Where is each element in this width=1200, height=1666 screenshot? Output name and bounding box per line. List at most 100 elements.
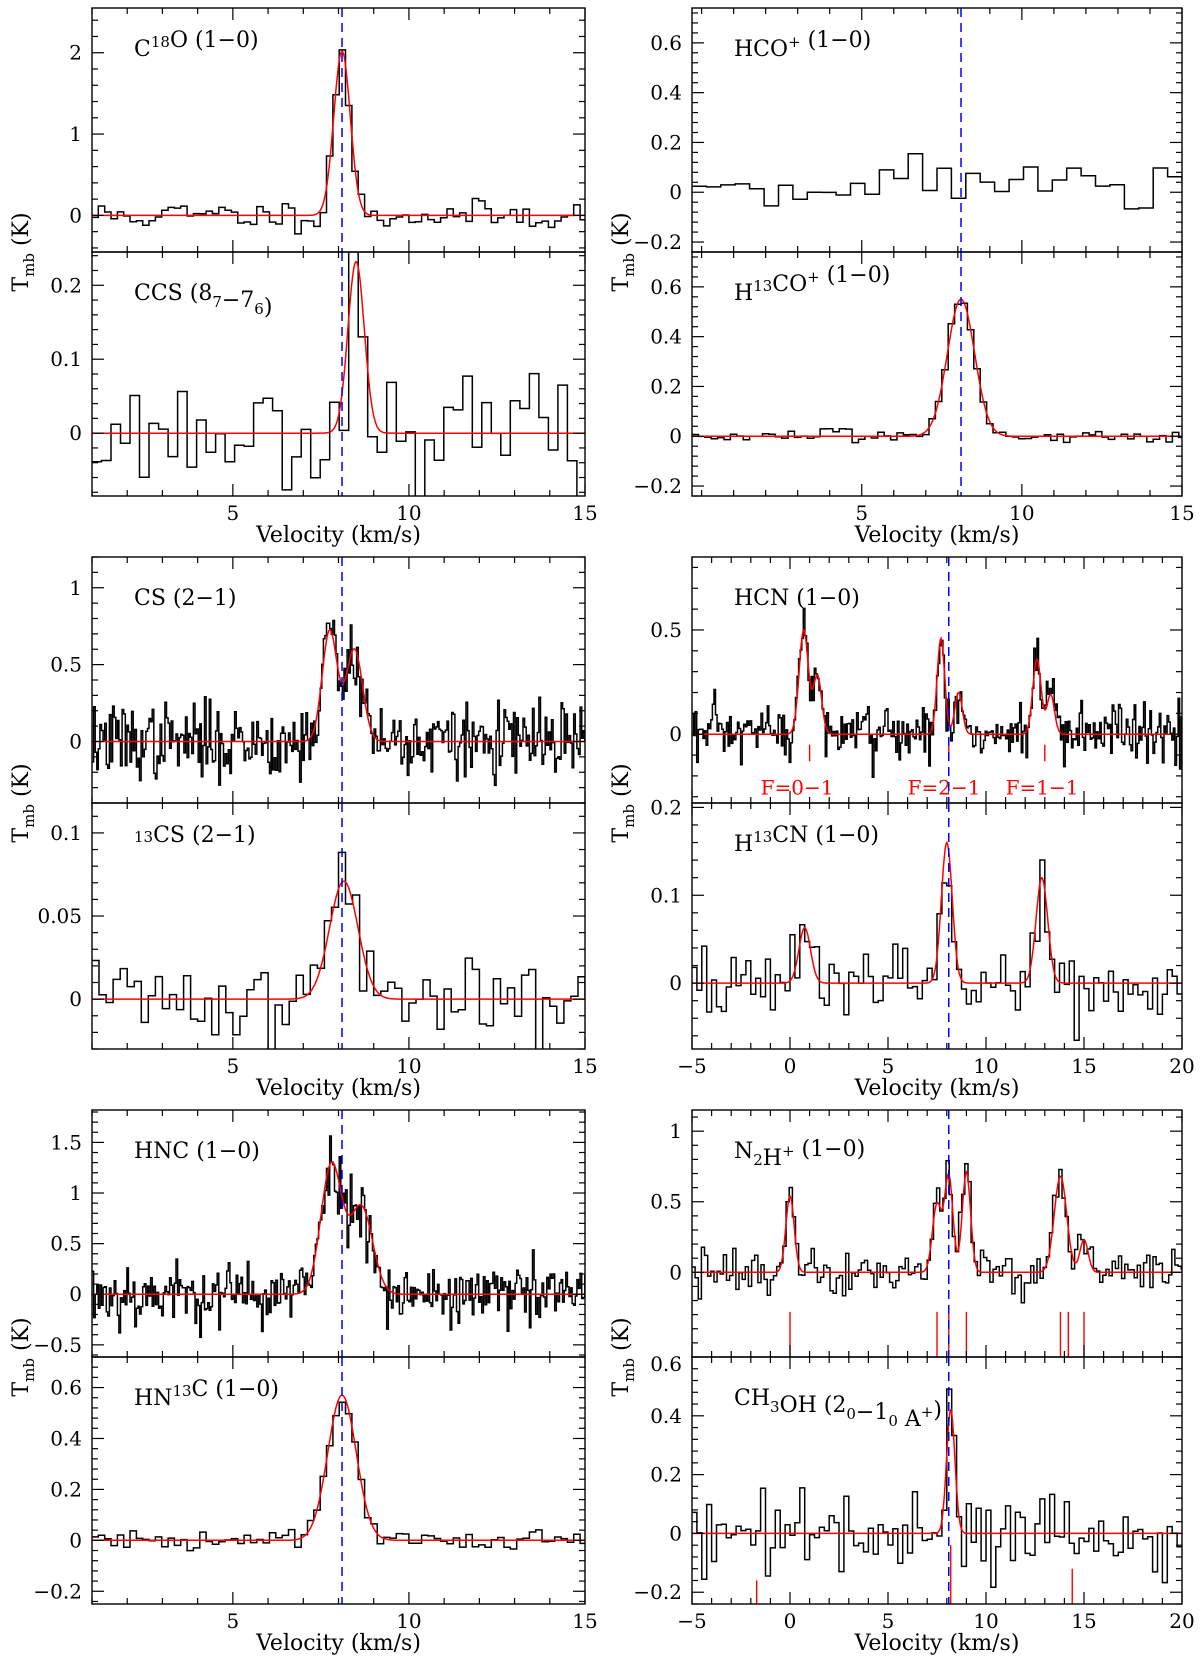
yaxis-title-g5: Tmb (K)	[609, 763, 638, 842]
panel-label-hco+-part-2: (1−0)	[801, 28, 872, 53]
ytick-label-hnc-2: 0.5	[50, 1232, 82, 1256]
xtick-label-g6-0: −5	[677, 1609, 706, 1633]
xaxis-title-g3: Velocity (km/s)	[255, 1631, 421, 1656]
ytick-label-top-ch3oh: 0.6	[650, 1352, 682, 1376]
panel-label-h13co+-part-4: (1−0)	[820, 263, 891, 288]
ytick-label-h13co+-3: 0.4	[650, 325, 682, 349]
yaxis-title-g3: Tmb (K)	[9, 1317, 38, 1396]
yaxis-title-g4: Tmb (K)	[609, 212, 638, 291]
xaxis-title-g5: Velocity (km/s)	[854, 1076, 1020, 1101]
frame-h13cn	[691, 802, 1183, 1050]
ytick-label-cs-1: 0.5	[50, 653, 82, 677]
spectrum-cs	[92, 619, 585, 787]
panel-13cs: 0 0.05 0.1 13CS (2−1)	[37, 802, 586, 1050]
panel-h13cn: 0 0.1 0.2 H13CN (1−0)	[650, 795, 1183, 1050]
yaxis-title-g2: Tmb (K)	[9, 763, 38, 842]
ytick-label-hn13c-1: 0	[69, 1528, 82, 1552]
panel-label-hcn-part-0: HCN (1−0)	[734, 586, 860, 611]
xtick-label-g2-0: 5	[226, 1054, 239, 1078]
ytick-label-h13cn-0: 0	[669, 971, 682, 995]
ytick-label-h13co+-1: 0	[669, 424, 682, 448]
fit-c18o	[92, 50, 585, 217]
xtick-label-g5-5: 20	[1169, 1054, 1194, 1078]
panel-label-c18o: C18O (1−0)	[134, 28, 259, 62]
yaxis-title-unit-g3: (K)	[9, 1317, 34, 1358]
panel-label-n2h+: N2H+ (1−0)	[734, 1137, 865, 1171]
panel-label-h13cn-part-0: H	[734, 832, 753, 857]
xtick-label-g5-0: −5	[677, 1054, 706, 1078]
panel-label-ccs-part-3: 6	[254, 300, 264, 318]
yaxis-title-main-g2: T	[9, 828, 34, 843]
yaxis-title-unit-g2: (K)	[9, 763, 34, 804]
ytick-label-ch3oh-2: 0.2	[650, 1463, 682, 1487]
ytick-label-cs-2: 1	[69, 576, 82, 600]
fit-cs	[92, 629, 585, 743]
yaxis-title-sub-g3: mb	[20, 1358, 38, 1382]
spectrum-h13co+	[692, 302, 1182, 444]
yaxis-title-sub-g1: mb	[20, 253, 38, 277]
panel-label-ch3oh-part-2: OH (2	[780, 1393, 847, 1418]
panel-label-h13co+: H13CO+ (1−0)	[734, 263, 890, 306]
panel-label-13cs-part-1: CS (2−1)	[153, 823, 256, 848]
ytick-label-ch3oh-3: 0.4	[650, 1404, 682, 1428]
ytick-label-hcn-1: 0.5	[650, 618, 682, 642]
xtick-label-g5-1: 0	[784, 1054, 797, 1078]
panel-label-ch3oh-part-1: 3	[770, 1398, 780, 1416]
ytick-label-hco+-1: 0	[669, 180, 682, 204]
xtick-label-g6-3: 10	[973, 1609, 998, 1633]
panel-label-13cs-part-0: 13	[134, 828, 153, 846]
yaxis-title-main-g3: T	[9, 1382, 34, 1397]
ytick-label-hco+-0: −0.2	[633, 230, 682, 254]
yaxis-title-g1: Tmb (K)	[9, 212, 38, 291]
panel-ccs: 0 0.1 0.2 CCS (87−76)	[50, 251, 586, 497]
ytick-label-hn13c-4: 0.6	[50, 1376, 82, 1400]
panel-label-hn13c-part-0: HN	[134, 1386, 172, 1411]
panel-label-h13cn: H13CN (1−0)	[734, 823, 879, 857]
spectrum-ccs	[92, 252, 578, 496]
ytick-label-h13cn-2: 0.2	[650, 795, 682, 819]
panel-label-hn13c: HN13C (1−0)	[134, 1377, 279, 1411]
spectrum-hnc	[92, 1135, 585, 1339]
xtick-label-g2-2: 15	[572, 1054, 597, 1078]
panel-label-ch3oh-part-8: )	[933, 1398, 942, 1423]
panel-label-c18o-part-0: C	[134, 37, 151, 62]
plot-root: 012 C18O (1−0)00.10.2 CCS (87−76)5 10 15Velo…	[9, 7, 1195, 1656]
ytick-label-h13co+-4: 0.6	[650, 275, 682, 299]
ytick-label-hnc-4: 1.5	[50, 1130, 82, 1154]
xtick-label-g4-0: 5	[855, 501, 868, 525]
spectrum-c18o	[92, 49, 585, 235]
ytick-label-hn13c-3: 0.4	[50, 1426, 82, 1450]
ytick-label-hnc-3: 1	[69, 1181, 82, 1205]
panel-label-hnc-part-0: HNC (1−0)	[134, 1139, 260, 1164]
ytick-label-hnc-1: 0	[69, 1282, 82, 1306]
panel-label-13cs: 13CS (2−1)	[134, 823, 256, 848]
panel-label-ch3oh-part-7: +	[921, 1403, 934, 1421]
panel-label-n2h+-part-1: 2	[753, 1151, 763, 1169]
yaxis-title-main-g5: T	[609, 828, 634, 843]
ytick-label-cs-0: 0	[69, 730, 82, 754]
ytick-label-c18o-2: 2	[69, 41, 82, 65]
panel-label-n2h+-part-0: N	[734, 1139, 753, 1164]
panel-hcn: F=0−1 F=2−1 F=1−1 0 0.5 HCN (1−0)	[650, 556, 1183, 804]
xtick-label-g3-0: 5	[226, 1609, 239, 1633]
ytick-label-ccs-2: 0.2	[50, 273, 82, 297]
ytick-label-hco+-4: 0.6	[650, 31, 682, 55]
fit-ch3oh	[692, 1407, 1182, 1535]
xtick-label-g5-2: 5	[882, 1054, 895, 1078]
ytick-label-c18o-1: 1	[69, 122, 82, 146]
xtick-label-g5-4: 15	[1071, 1054, 1096, 1078]
spectrum-h13cn	[692, 859, 1182, 1041]
panel-label-h13co+-part-3: +	[807, 268, 820, 286]
panel-n2h+: 0 0.5 1 N2H+ (1−0)	[650, 1109, 1183, 1358]
group-g1: 0 1 2 C18O (1−0) 0 0.1 0.2 CCS (87−76) 5 10 15 Velo…	[9, 7, 598, 548]
fit-hcn	[692, 628, 1182, 735]
panel-hn13c: −0.2 0 0.2 0.4 0.6 HN13C (1−0)	[33, 1356, 586, 1605]
ytick-label-hn13c-0: −0.2	[33, 1579, 82, 1603]
panel-label-hn13c-part-2: C (1−0)	[192, 1377, 279, 1402]
panel-label-ch3oh-part-0: CH	[734, 1386, 770, 1411]
fit-h13co+	[692, 298, 1182, 437]
